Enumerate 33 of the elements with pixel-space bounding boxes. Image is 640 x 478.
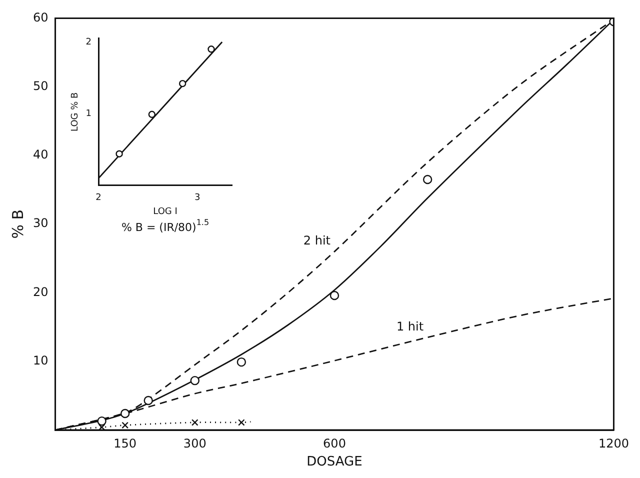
point	[191, 419, 198, 426]
point	[238, 419, 245, 426]
point	[330, 290, 340, 300]
point	[144, 396, 153, 406]
x-tick-label: 3	[194, 193, 200, 204]
annotation: 1 hit	[396, 319, 424, 334]
x-axis-title: DOSAGE	[306, 454, 362, 470]
point	[122, 422, 129, 429]
y-tick-label: 40	[32, 148, 48, 162]
y-tick-label: 60	[32, 10, 48, 24]
point	[422, 174, 432, 184]
y-tick-label: 30	[32, 216, 48, 230]
point	[190, 376, 200, 386]
y-tick-label: 50	[32, 78, 48, 93]
point	[116, 150, 123, 158]
y-axis-title: LOG % B	[70, 92, 81, 132]
y-tick-label: 1	[86, 109, 92, 120]
x-tick-label: 1200	[598, 436, 630, 450]
point	[178, 80, 186, 88]
y-axis-title: % B	[8, 209, 27, 239]
point	[120, 408, 130, 418]
x-axis-title: LOG I	[153, 206, 178, 217]
point	[98, 424, 106, 430]
x-tick-label: 600	[323, 436, 346, 450]
point	[148, 110, 156, 118]
x-tick-label: 150	[114, 436, 137, 450]
point	[97, 416, 106, 426]
annotation: 2 hit	[303, 234, 331, 248]
x-tick-label: 300	[183, 436, 206, 450]
point	[208, 46, 215, 53]
y-tick-label: 20	[32, 284, 48, 299]
y-tick-label: 10	[32, 353, 48, 368]
point	[236, 357, 246, 367]
